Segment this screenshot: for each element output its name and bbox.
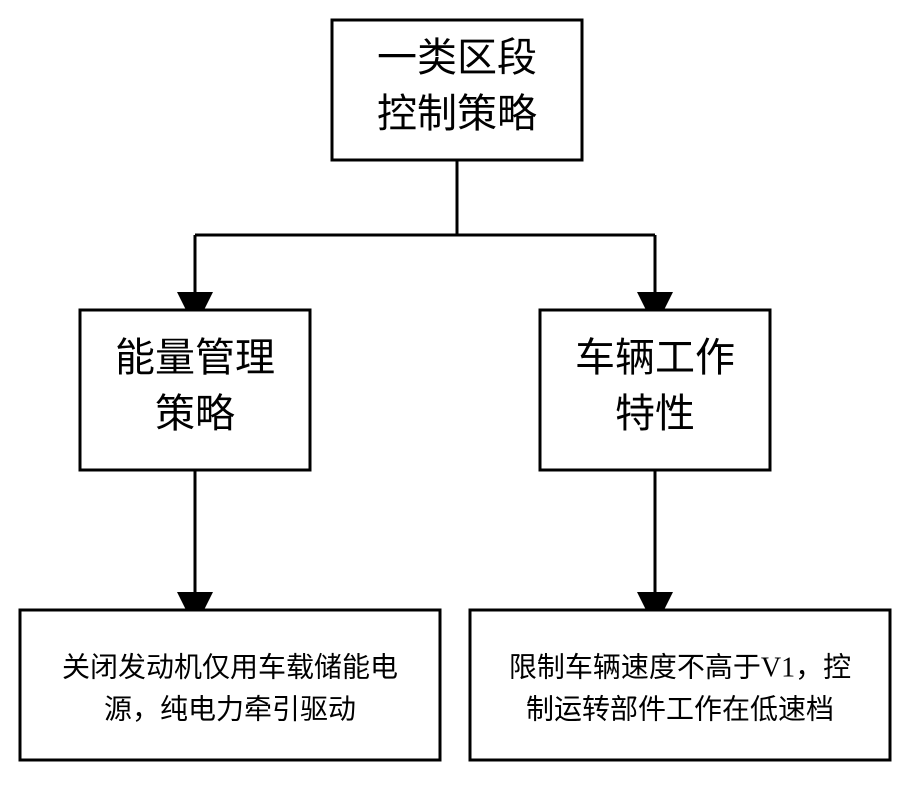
- node-label-root-line0: 一类区段: [377, 35, 537, 80]
- node-label-left_leaf-line1: 源，纯电力牵引驱动: [104, 693, 356, 725]
- node-box-left_mid: [80, 310, 310, 470]
- node-label-root-line1: 控制策略: [377, 91, 537, 136]
- node-box-right_mid: [540, 310, 770, 470]
- node-label-right_mid-line0: 车辆工作: [575, 335, 735, 380]
- flowchart: 一类区段控制策略能量管理策略 车辆工作特性关闭发动机仅用车载储能电源，纯电力牵引驱…: [0, 0, 912, 789]
- node-label-right_leaf-line0: 限制车辆速度不高于V1，控: [509, 651, 851, 683]
- node-label-left_mid-line0: 能量管理: [115, 335, 275, 380]
- node-box-left_leaf: [20, 610, 440, 760]
- nodes-group: 一类区段控制策略能量管理策略 车辆工作特性关闭发动机仅用车载储能电源，纯电力牵引驱…: [20, 20, 890, 760]
- node-label-right_leaf-line1: 制运转部件工作在低速档: [526, 693, 834, 725]
- node-label-left_leaf-line0: 关闭发动机仅用车载储能电: [62, 651, 398, 683]
- node-root: 一类区段控制策略: [332, 20, 582, 160]
- node-right_leaf: 限制车辆速度不高于V1，控制运转部件工作在低速档: [470, 610, 890, 760]
- node-right_mid: 车辆工作特性: [540, 310, 770, 470]
- node-left_mid: 能量管理策略: [80, 310, 310, 470]
- node-left_leaf: 关闭发动机仅用车载储能电源，纯电力牵引驱动: [20, 610, 440, 760]
- node-label-right_mid-line1: 特性: [615, 391, 695, 436]
- node-label-left_mid-line1: 策略: [155, 391, 235, 436]
- node-box-right_leaf: [470, 610, 890, 760]
